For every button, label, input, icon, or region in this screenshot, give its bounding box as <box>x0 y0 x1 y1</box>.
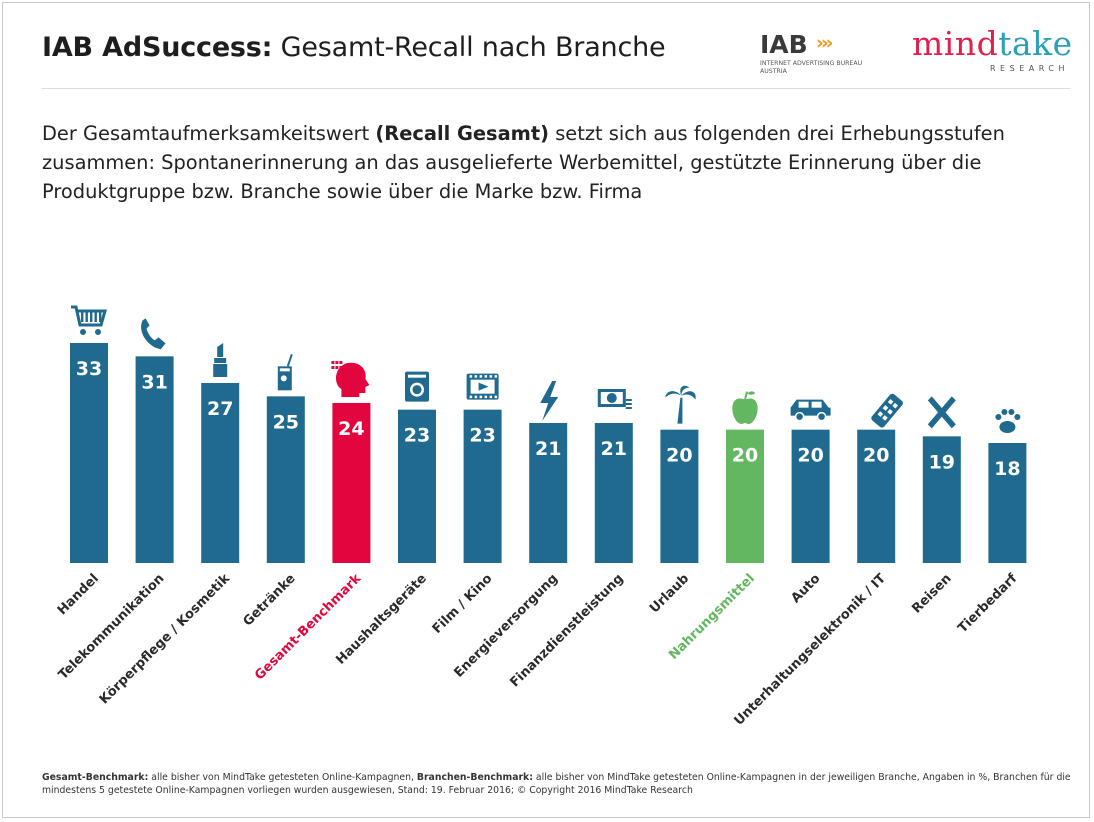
iab-logo: IAB ››› INTERNET ADVERTISING BUREAU AUST… <box>760 30 900 86</box>
bar-haushaltsgeräte <box>398 409 436 563</box>
intro-part-2: setzt sich aus folgenden drei Erhebungss… <box>42 122 1005 203</box>
washing-machine-icon <box>405 371 429 402</box>
footnote-text-2: alle bisher von MindTake getesteten Onli… <box>42 772 1071 796</box>
bar-auto <box>791 429 830 563</box>
data-label: 33 <box>76 358 102 380</box>
apple-icon <box>732 391 758 425</box>
intro-part-1: Der Gesamtaufmerksamkeitswert <box>42 122 376 145</box>
data-label: 20 <box>863 445 889 467</box>
data-label: 19 <box>929 451 955 473</box>
head-icon <box>331 361 370 397</box>
category-label: Handel <box>55 571 102 618</box>
bar-gesamt-benchmark <box>332 403 371 563</box>
data-label: 27 <box>207 398 233 420</box>
category-label: Gesamt-Benchmark <box>252 571 364 683</box>
mindtake-logo-mind: mind <box>912 24 999 63</box>
paw-icon <box>995 409 1021 433</box>
data-label: 21 <box>601 438 627 460</box>
data-label: 20 <box>732 445 758 467</box>
bar-film-kino <box>463 409 502 563</box>
intro-bold: (Recall Gesamt) <box>375 122 550 145</box>
mindtake-logo-sub: RESEARCH <box>990 64 1069 73</box>
iab-logo-text: IAB <box>760 30 808 59</box>
data-label: 21 <box>535 438 561 460</box>
palm-tree-icon <box>665 385 696 424</box>
money-icon <box>597 389 632 409</box>
drink-icon <box>277 354 293 391</box>
footnote-bold-2: Branchen-Benchmark: <box>416 772 533 783</box>
lipstick-icon <box>213 343 228 377</box>
phone-icon <box>141 318 166 350</box>
bar-tierbedarf <box>988 443 1027 563</box>
bar-telekommunikation <box>135 356 174 563</box>
data-label: 20 <box>666 445 692 467</box>
category-label: Film / Kino <box>430 571 496 637</box>
intro-text: Der Gesamtaufmerksamkeitswert (Recall Ge… <box>42 119 1072 206</box>
category-label: Reisen <box>909 571 954 616</box>
data-label: 23 <box>469 425 495 447</box>
data-label: 24 <box>338 418 364 440</box>
category-label: Auto <box>788 571 823 606</box>
iab-arrows-icon: ››› <box>816 32 833 54</box>
category-label: Urlaub <box>647 571 692 616</box>
data-label: 23 <box>404 425 430 447</box>
iab-logo-sub-1: INTERNET ADVERTISING BUREAU <box>760 60 863 67</box>
category-label: Tierbedarf <box>955 571 1020 636</box>
mindtake-logo-word: mindtake <box>912 24 1072 63</box>
mindtake-logo: mindtake RESEARCH <box>912 24 1072 80</box>
page-title: IAB AdSuccess: Gesamt-Recall nach Branch… <box>42 32 666 63</box>
film-icon <box>466 373 499 400</box>
mindtake-logo-take: take <box>998 24 1073 63</box>
bar-körperpflege-kosmetik <box>201 383 240 563</box>
category-label: Telekommunikation <box>56 571 168 683</box>
remote-control-icon <box>871 393 903 428</box>
airplane-icon <box>927 396 956 429</box>
bar-unterhaltungselektronik-it <box>857 429 896 563</box>
data-label: 20 <box>797 445 823 467</box>
data-label: 31 <box>141 371 167 393</box>
category-label: Getränke <box>240 571 298 629</box>
bar-energieversorgung <box>529 423 568 563</box>
car-icon <box>790 399 831 422</box>
category-label: Finanzdienstleistung <box>508 571 627 690</box>
bar-finanzdienstleistung <box>594 423 633 563</box>
iab-logo-sub-2: AUSTRIA <box>760 68 787 75</box>
data-label: 25 <box>273 411 299 433</box>
bar-nahrungsmittel <box>726 429 764 563</box>
footnote-bold-1: Gesamt-Benchmark: <box>42 772 149 783</box>
header-divider <box>42 88 1070 89</box>
bar-getränke <box>266 396 305 563</box>
footnote: Gesamt-Benchmark: alle bisher von MindTa… <box>42 771 1082 797</box>
data-label: 18 <box>994 458 1020 480</box>
bar-reisen <box>922 436 961 563</box>
shopping-cart-icon <box>71 305 107 335</box>
title-rest: Gesamt-Recall nach Branche <box>280 32 666 63</box>
title-bold: IAB AdSuccess: <box>42 32 273 63</box>
category-label: Körperpflege / Kosmetik <box>97 571 233 707</box>
lightning-icon <box>540 381 559 421</box>
iab-logo-subtitle: INTERNET ADVERTISING BUREAU AUSTRIA <box>760 60 862 76</box>
footnote-text-1: alle bisher von MindTake getesteten Onli… <box>148 772 417 783</box>
bar-urlaub <box>660 429 699 563</box>
bar-handel <box>70 343 108 563</box>
